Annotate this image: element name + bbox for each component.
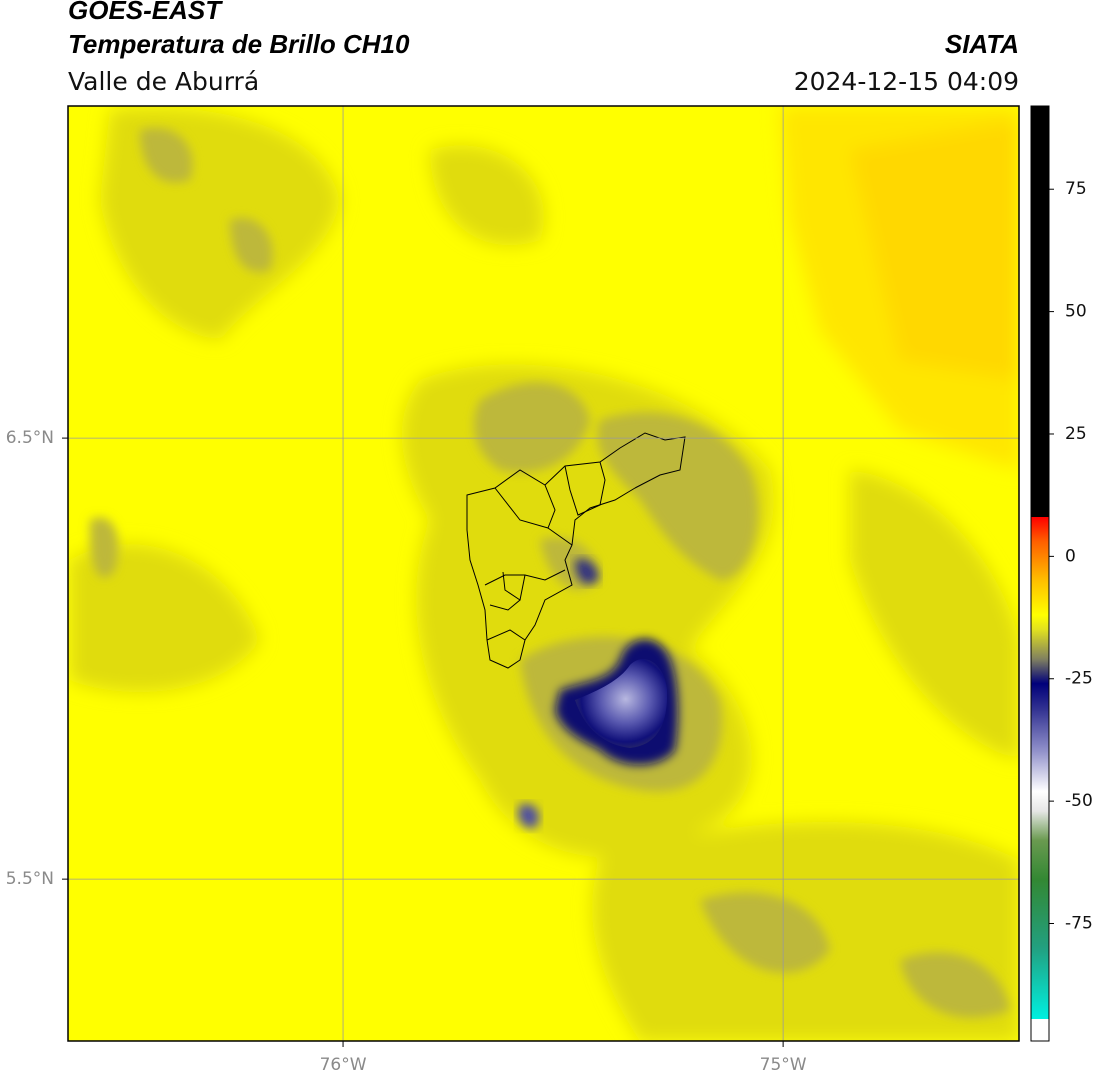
colorbar-label: -75 xyxy=(1065,914,1093,934)
lon-label: 76°W xyxy=(320,1055,367,1075)
title: GOES-EAST xyxy=(68,0,223,25)
map-field xyxy=(68,106,1019,1041)
municipal-boundaries xyxy=(466,432,686,669)
region: Valle de Aburrá xyxy=(68,67,259,96)
colorbar: 75 50 25 0 -25 -50 -75 xyxy=(1030,105,1093,1042)
colorbar-label: 0 xyxy=(1065,546,1076,566)
lon-label: 75°W xyxy=(760,1055,807,1075)
lat-label: 6.5°N xyxy=(6,428,54,448)
cloud-medium xyxy=(89,128,1010,1018)
subtitle: Temperatura de Brillo CH10 xyxy=(68,29,410,59)
colorbar-label: 75 xyxy=(1065,179,1087,199)
timestamp: 2024-12-15 04:09 xyxy=(794,67,1019,96)
map-frame xyxy=(67,105,1020,1042)
colorbar-label: 25 xyxy=(1065,424,1087,444)
colorbar-fill xyxy=(1030,105,1050,1042)
source: SIATA xyxy=(945,29,1019,59)
cold-core xyxy=(518,559,678,829)
lat-label: 5.5°N xyxy=(6,869,54,889)
colorbar-label: -25 xyxy=(1065,669,1093,689)
colorbar-label: -50 xyxy=(1065,791,1093,811)
colorbar-label: 50 xyxy=(1065,302,1087,322)
warm-area xyxy=(780,106,1019,470)
graticule xyxy=(68,106,1019,1041)
